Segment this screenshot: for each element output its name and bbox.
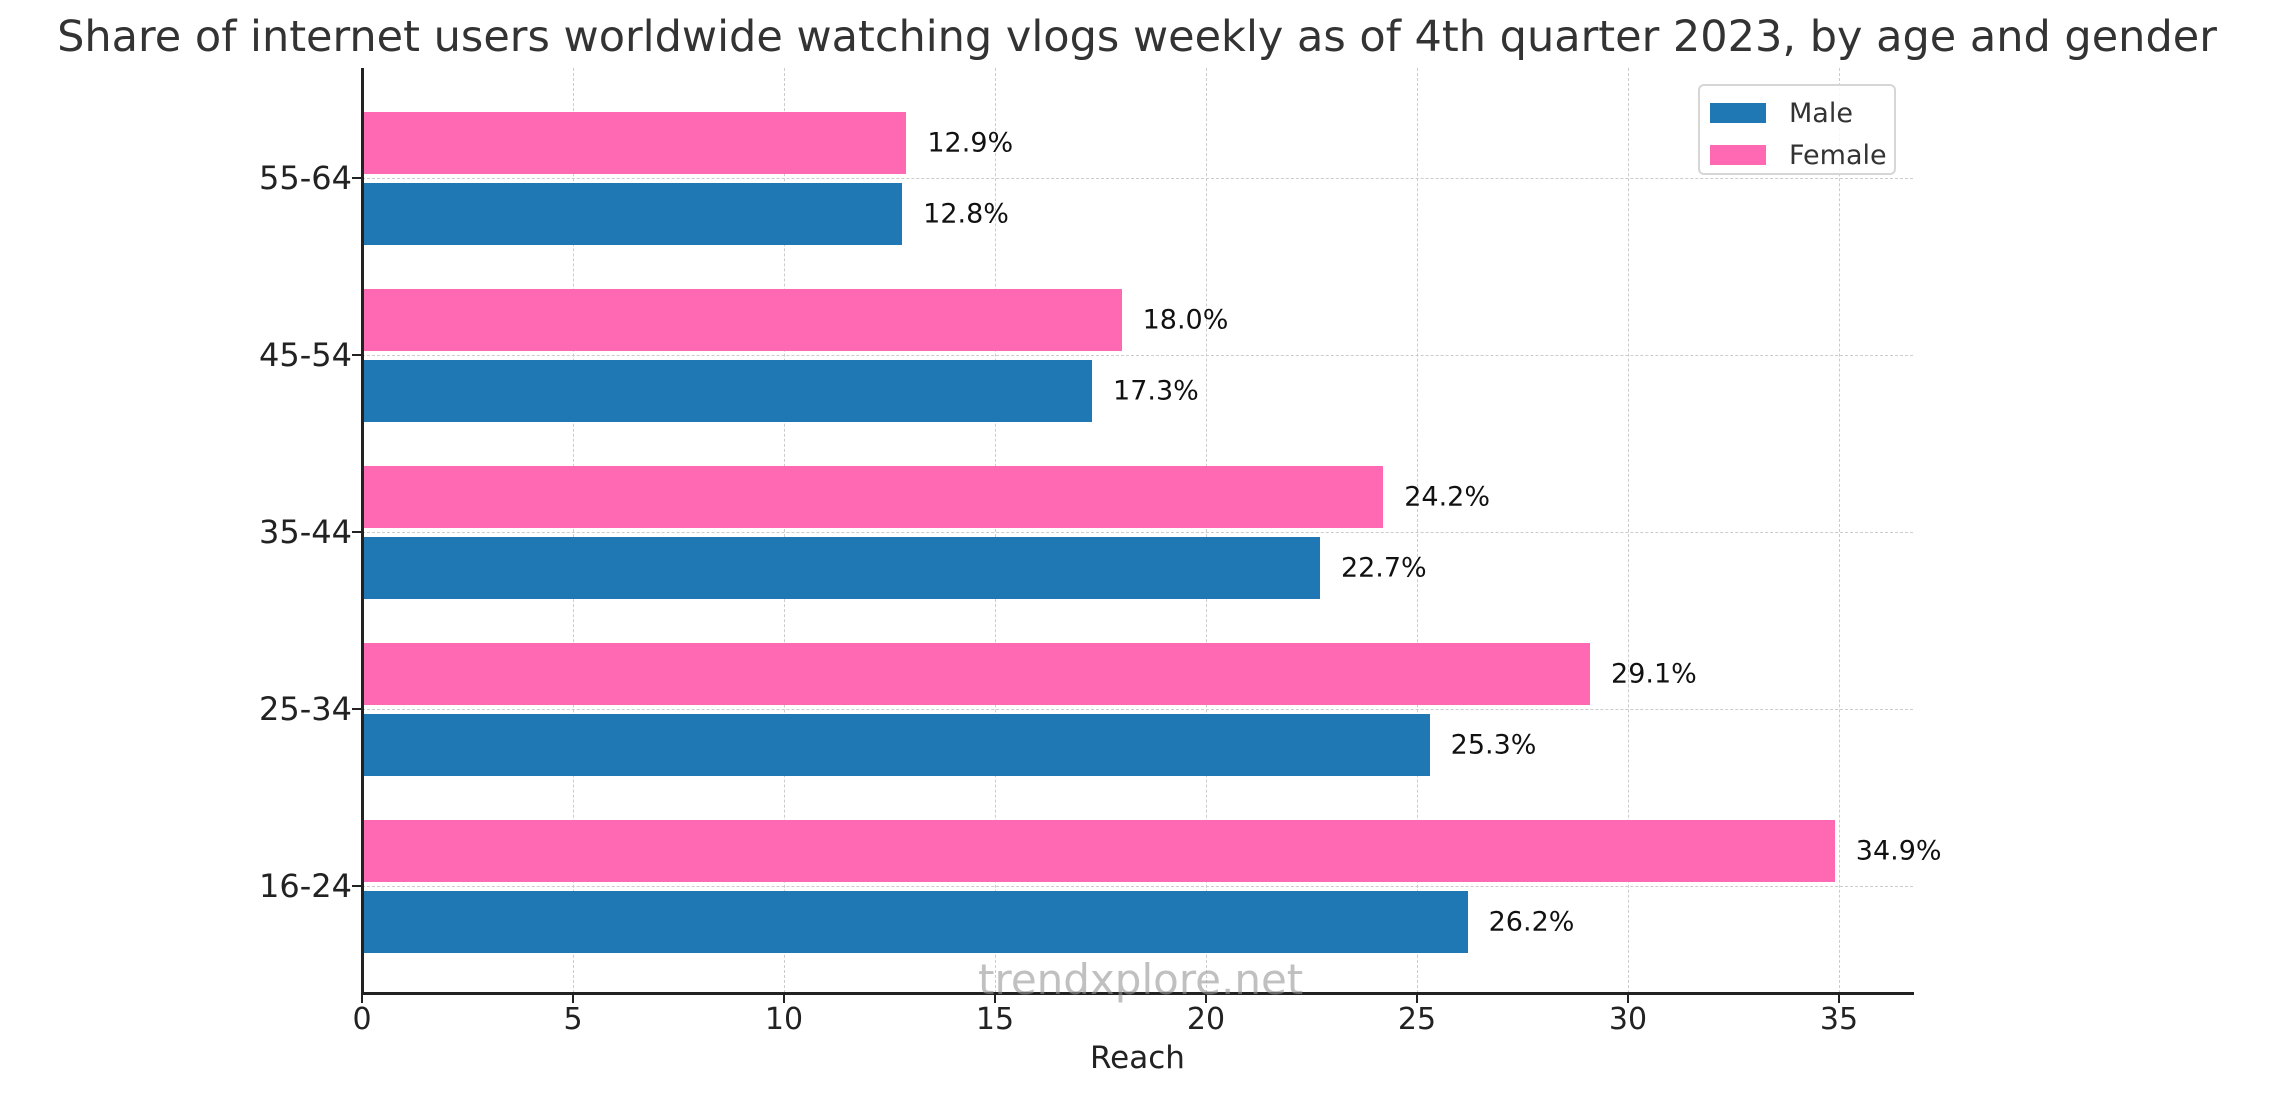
x-tick-label: 25 <box>1397 1002 1437 1037</box>
x-tick-label: 15 <box>975 1002 1015 1037</box>
y-tick-label: 55-64 <box>259 159 352 197</box>
y-tick-mark <box>352 177 362 179</box>
bar-female-55-64 <box>362 112 907 174</box>
x-tick-mark <box>1205 994 1207 1003</box>
horizontal-gridline <box>362 355 1913 356</box>
legend-label-female: Female <box>1789 139 1887 171</box>
y-tick-label: 35-44 <box>259 513 352 551</box>
x-tick-label: 10 <box>764 1002 804 1037</box>
bar-male-45-54 <box>362 360 1093 422</box>
bar-value-label: 17.3% <box>1113 375 1199 407</box>
bar-value-label: 12.8% <box>923 198 1009 230</box>
bar-value-label: 26.2% <box>1488 906 1575 938</box>
vertical-gridline <box>784 68 785 993</box>
x-tick-mark <box>783 994 785 1003</box>
vertical-gridline <box>1839 68 1840 993</box>
legend-item-female: Female <box>1710 139 1887 171</box>
x-axis-line <box>361 992 1914 995</box>
chart-title: Share of internet users worldwide watchi… <box>57 12 2217 62</box>
y-tick-label: 16-24 <box>259 867 352 905</box>
horizontal-gridline <box>362 709 1913 710</box>
x-tick-label: 5 <box>563 1002 583 1037</box>
legend: Male Female <box>1698 84 1896 175</box>
x-tick-label: 30 <box>1608 1002 1648 1037</box>
bar-value-label: 34.9% <box>1855 835 1942 867</box>
y-tick-mark <box>352 708 362 710</box>
bar-male-25-34 <box>362 714 1430 776</box>
bar-value-label: 25.3% <box>1450 729 1537 761</box>
x-tick-label: 35 <box>1819 1002 1859 1037</box>
y-tick-mark <box>352 885 362 887</box>
vertical-gridline <box>573 68 574 993</box>
bar-female-35-44 <box>362 466 1384 528</box>
bar-male-16-24 <box>362 891 1468 953</box>
bar-value-label: 22.7% <box>1340 552 1427 584</box>
x-tick-mark <box>1416 994 1418 1003</box>
y-tick-label: 25-34 <box>259 690 352 728</box>
y-tick-mark <box>352 354 362 356</box>
horizontal-gridline <box>362 178 1913 179</box>
bar-female-16-24 <box>362 820 1835 882</box>
bar-value-label: 18.0% <box>1142 304 1229 336</box>
bar-value-label: 12.9% <box>927 127 1014 159</box>
bar-female-45-54 <box>362 289 1122 351</box>
x-tick-mark <box>1838 994 1840 1003</box>
x-tick-mark <box>361 994 363 1003</box>
legend-swatch-female <box>1710 145 1766 165</box>
horizontal-gridline <box>362 532 1913 533</box>
legend-label-male: Male <box>1789 97 1853 129</box>
y-tick-mark <box>352 531 362 533</box>
y-tick-label: 45-54 <box>259 336 352 374</box>
x-tick-mark <box>1627 994 1629 1003</box>
x-tick-label: 20 <box>1186 1002 1226 1037</box>
bar-male-35-44 <box>362 537 1320 599</box>
x-tick-mark <box>994 994 996 1003</box>
watermark: trendxplore.net <box>978 955 1304 1004</box>
vertical-gridline <box>1628 68 1629 993</box>
legend-swatch-male <box>1710 103 1766 123</box>
legend-item-male: Male <box>1710 97 1853 129</box>
vertical-gridline <box>995 68 996 993</box>
y-axis-line <box>361 68 364 995</box>
x-axis-label: Reach <box>1090 1040 1185 1076</box>
bar-value-label: 24.2% <box>1404 481 1491 513</box>
vertical-gridline <box>1417 68 1418 993</box>
bar-female-25-34 <box>362 643 1591 705</box>
bar-male-55-64 <box>362 183 903 245</box>
x-tick-mark <box>572 994 574 1003</box>
x-tick-label: 0 <box>352 1002 372 1037</box>
bar-value-label: 29.1% <box>1611 658 1697 690</box>
horizontal-gridline <box>362 886 1913 887</box>
vertical-gridline <box>1206 68 1207 993</box>
